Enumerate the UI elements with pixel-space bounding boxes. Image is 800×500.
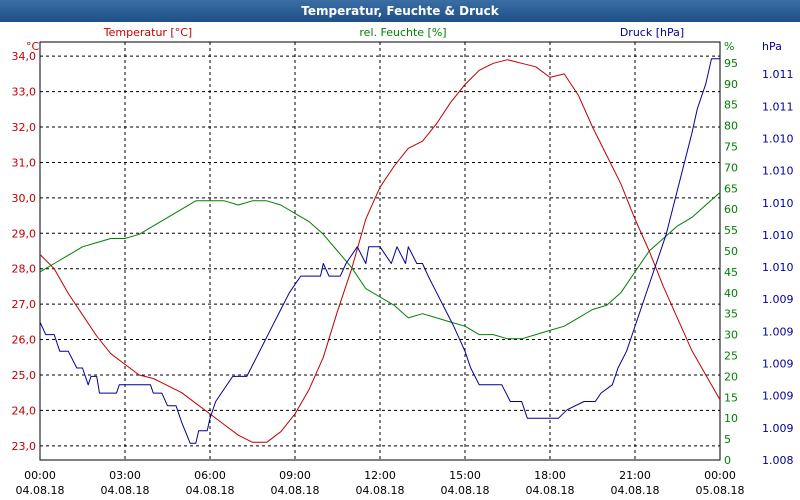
pressure-tick-label: 1.011 — [762, 100, 794, 113]
pressure-tick-label: 1.009 — [762, 325, 794, 338]
humidity-tick-label: 95 — [724, 57, 738, 70]
humidity-axis-title: rel. Feuchte [%] — [359, 26, 446, 39]
pressure-tick-label: 1.010 — [762, 165, 794, 178]
temperature-tick-label: 30,0 — [12, 192, 37, 205]
temperature-axis-title: Temperatur [°C] — [103, 26, 192, 39]
pressure-tick-label: 1.009 — [762, 390, 794, 403]
pressure-axis-title: Druck [hPa] — [620, 26, 684, 39]
humidity-tick-label: 80 — [724, 120, 738, 133]
temperature-tick-label: 34,0 — [12, 50, 37, 63]
humidity-tick-label: 0 — [724, 454, 731, 467]
x-tick-time: 09:00 — [279, 469, 311, 482]
temperature-tick-label: 31,0 — [12, 156, 37, 169]
temperature-tick-label: 28,0 — [12, 263, 37, 276]
humidity-tick-label: 50 — [724, 245, 738, 258]
x-tick-date: 04.08.18 — [186, 484, 235, 497]
x-tick-date: 05.08.18 — [696, 484, 745, 497]
x-tick-time: 06:00 — [194, 469, 226, 482]
humidity-tick-label: 60 — [724, 203, 738, 216]
temperature-tick-label: 23,0 — [12, 440, 37, 453]
pressure-line — [39, 58, 720, 444]
pressure-unit-label: hPa — [762, 40, 782, 53]
x-tick-time: 21:00 — [619, 469, 651, 482]
humidity-tick-label: 5 — [724, 433, 731, 446]
temperature-tick-label: 29,0 — [12, 227, 37, 240]
x-tick-time: 00:00 — [24, 469, 56, 482]
humidity-tick-label: 20 — [724, 370, 738, 383]
pressure-tick-label: 1.008 — [762, 454, 794, 467]
humidity-tick-label: 70 — [724, 161, 738, 174]
pressure-tick-label: 1.009 — [762, 422, 794, 435]
x-tick-date: 04.08.18 — [526, 484, 575, 497]
x-tick-time: 15:00 — [449, 469, 481, 482]
humidity-tick-label: 85 — [724, 99, 738, 112]
x-tick-date: 04.08.18 — [441, 484, 490, 497]
temperature-tick-label: 26,0 — [12, 334, 37, 347]
x-tick-time: 00:00 — [704, 469, 736, 482]
pressure-tick-label: 1.011 — [762, 68, 794, 81]
chart-title: Temperatur, Feuchte & Druck — [0, 0, 800, 22]
humidity-line — [39, 192, 721, 340]
temperature-tick-label: 27,0 — [12, 298, 37, 311]
x-tick-time: 12:00 — [364, 469, 396, 482]
pressure-tick-label: 1.010 — [762, 261, 794, 274]
humidity-tick-label: 40 — [724, 287, 738, 300]
temperature-tick-label: 32,0 — [12, 121, 37, 134]
x-tick-date: 04.08.18 — [611, 484, 660, 497]
humidity-tick-label: 30 — [724, 329, 738, 342]
pressure-tick-label: 1.010 — [762, 197, 794, 210]
pressure-tick-label: 1.009 — [762, 293, 794, 306]
humidity-tick-label: 75 — [724, 141, 738, 154]
humidity-tick-label: 65 — [724, 182, 738, 195]
humidity-tick-label: 55 — [724, 224, 738, 237]
temperature-tick-label: 25,0 — [12, 369, 37, 382]
x-tick-date: 04.08.18 — [16, 484, 65, 497]
humidity-tick-label: 90 — [724, 78, 738, 91]
x-tick-time: 18:00 — [534, 469, 566, 482]
humidity-tick-label: 45 — [724, 266, 738, 279]
humidity-tick-label: 35 — [724, 308, 738, 321]
temperature-line — [39, 59, 721, 443]
pressure-tick-label: 1.010 — [762, 133, 794, 146]
x-tick-date: 04.08.18 — [356, 484, 405, 497]
humidity-tick-label: 25 — [724, 350, 738, 363]
pressure-tick-label: 1.010 — [762, 229, 794, 242]
temperature-tick-label: 33,0 — [12, 86, 37, 99]
humidity-unit-label: % — [724, 40, 734, 53]
humidity-tick-label: 10 — [724, 412, 738, 425]
pressure-tick-label: 1.009 — [762, 357, 794, 370]
temperature-tick-label: 24,0 — [12, 404, 37, 417]
x-tick-date: 04.08.18 — [271, 484, 320, 497]
x-tick-time: 03:00 — [109, 469, 141, 482]
temperature-unit-label: °C — [26, 40, 40, 53]
x-tick-date: 04.08.18 — [101, 484, 150, 497]
humidity-tick-label: 15 — [724, 391, 738, 404]
